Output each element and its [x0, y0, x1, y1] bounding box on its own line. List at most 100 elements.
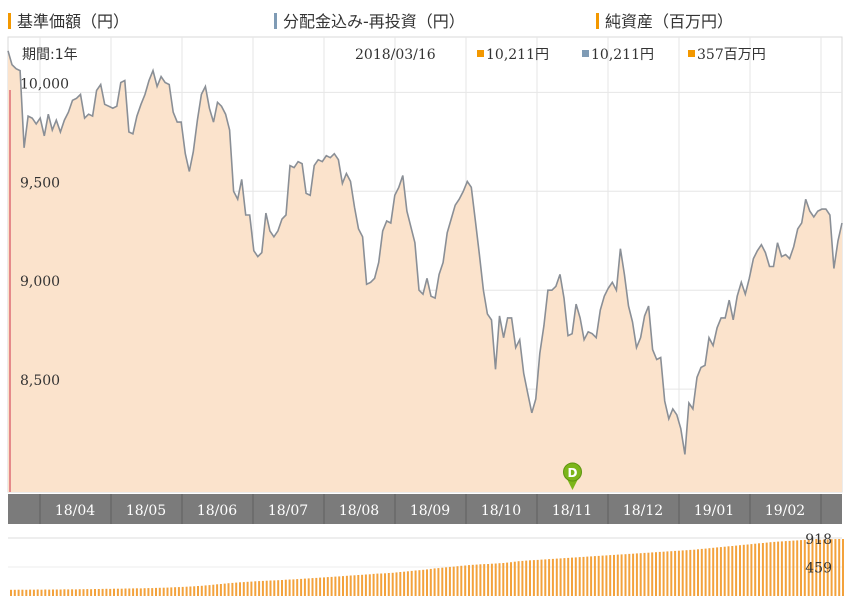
legend-reinvest[interactable]: 分配金込み-再投資（円）: [274, 8, 465, 32]
volume-bar: [135, 588, 138, 596]
volume-bar: [170, 587, 173, 596]
volume-bar: [113, 588, 115, 596]
marker-pin: [567, 480, 578, 490]
volume-bar: [189, 586, 192, 596]
x-tick-label[interactable]: 18/11: [552, 503, 592, 519]
volume-bar: [494, 563, 497, 596]
volume-bar: [177, 587, 180, 596]
x-tick-label[interactable]: 18/08: [339, 503, 379, 519]
volume-bar: [216, 584, 219, 596]
nav-line[interactable]: [7, 50, 843, 455]
volume-bar: [32, 589, 35, 596]
volume-bar: [593, 556, 596, 596]
volume-bar: [269, 580, 272, 596]
volume-bar: [284, 579, 287, 596]
x-axis-labels: 18/04 18/05 18/06 18/07 18/08 18/09 18/10 18/11…: [39, 494, 822, 524]
volume-bar: [586, 556, 589, 596]
volume-bar: [250, 581, 253, 596]
x-tick-label[interactable]: 18/05: [126, 503, 166, 519]
volume-bar: [502, 563, 505, 596]
nav-value-swatch: [477, 50, 484, 57]
volume-bar: [727, 546, 730, 596]
volume-bar: [578, 557, 581, 596]
volume-bar: [616, 554, 619, 596]
legend-assets[interactable]: 純資産（百万円）: [596, 8, 733, 32]
volume-bar: [597, 555, 600, 596]
volume-bar: [128, 588, 131, 596]
volume-tick-label: 918: [805, 532, 832, 548]
volume-bar: [227, 583, 230, 596]
volume-bar: [406, 571, 409, 596]
x-tick-label[interactable]: 18/12: [623, 503, 663, 519]
volume-bar: [44, 589, 47, 596]
volume-bar: [658, 551, 661, 596]
volume-bar: [609, 555, 612, 596]
volume-bar: [483, 564, 486, 596]
volume-bar: [292, 579, 295, 596]
x-tick-label[interactable]: 18/04: [55, 503, 95, 519]
volume-bar: [487, 564, 490, 596]
volume-bar: [746, 544, 749, 596]
x-tick-label[interactable]: 19/01: [694, 503, 734, 519]
volume-bar: [86, 589, 89, 596]
volume-bar: [21, 589, 24, 596]
y-tick-label: 8,500: [20, 373, 60, 389]
volume-bar: [166, 587, 169, 596]
x-tick-label[interactable]: 18/10: [481, 503, 521, 519]
volume-bar: [395, 572, 398, 596]
volume-bar: [670, 551, 673, 596]
volume-bar: [529, 560, 531, 596]
volume-bar: [418, 570, 421, 596]
volume-bar: [300, 578, 303, 596]
x-tick-label[interactable]: 19/02: [765, 503, 805, 519]
volume-bar: [223, 583, 226, 596]
volume-tick-label: 459: [805, 561, 832, 577]
volume-bar: [689, 549, 692, 596]
volume-bar: [36, 589, 39, 596]
y-axis-labels: 10,000 9,500 9,000 8,500: [20, 76, 69, 389]
volume-bar: [288, 579, 291, 596]
legend-top: 基準価額（円） 分配金込み-再投資（円） 純資産（百万円）: [0, 0, 844, 34]
header-date: 2018/03/16: [355, 47, 436, 63]
volume-bar: [334, 576, 337, 596]
volume-bar: [204, 585, 207, 596]
x-tick-label[interactable]: 18/06: [197, 503, 237, 519]
fund-chart[interactable]: 10,000 9,500 9,000 8,500 期間:1年 2018/03/16 1…: [0, 34, 844, 600]
volume-bar: [506, 562, 509, 596]
volume-bar: [261, 580, 264, 596]
volume-bar: [273, 580, 276, 596]
volume-bar: [517, 561, 520, 596]
period-label[interactable]: 期間:1年: [22, 47, 78, 63]
dividend-marker[interactable]: D: [563, 462, 582, 490]
reinvest-value-swatch: [582, 50, 589, 57]
volume-bar: [521, 560, 524, 596]
legend-nav[interactable]: 基準価額（円）: [8, 8, 129, 32]
volume-bar: [219, 584, 222, 596]
volume-bar: [700, 548, 703, 596]
volume-bar: [803, 539, 806, 596]
volume-bar: [605, 555, 608, 596]
volume-bar: [338, 576, 341, 596]
volume-bar: [838, 539, 841, 596]
volume-bar: [784, 541, 787, 596]
volume-bar: [788, 540, 791, 596]
volume-bar: [132, 588, 135, 596]
volume-bar: [48, 589, 51, 596]
volume-bar: [601, 555, 604, 596]
volume-bar: [582, 556, 585, 596]
volume-bar: [800, 540, 802, 596]
volume-bar: [639, 553, 642, 596]
x-tick-label[interactable]: 18/07: [268, 503, 308, 519]
volume-bar: [563, 558, 566, 596]
x-axis-band[interactable]: [8, 494, 842, 524]
volume-bar: [78, 589, 81, 596]
x-tick-label[interactable]: 18/09: [410, 503, 450, 519]
volume-bar: [403, 571, 406, 596]
volume-bar: [124, 588, 127, 596]
assets-value-swatch: [688, 50, 695, 57]
volume-bar: [510, 562, 512, 596]
volume-bar: [307, 578, 310, 596]
legend-reinvest-label: 分配金込み-再投資（円）: [283, 12, 465, 31]
volume-bar: [498, 563, 501, 596]
volume-bar: [441, 567, 444, 596]
